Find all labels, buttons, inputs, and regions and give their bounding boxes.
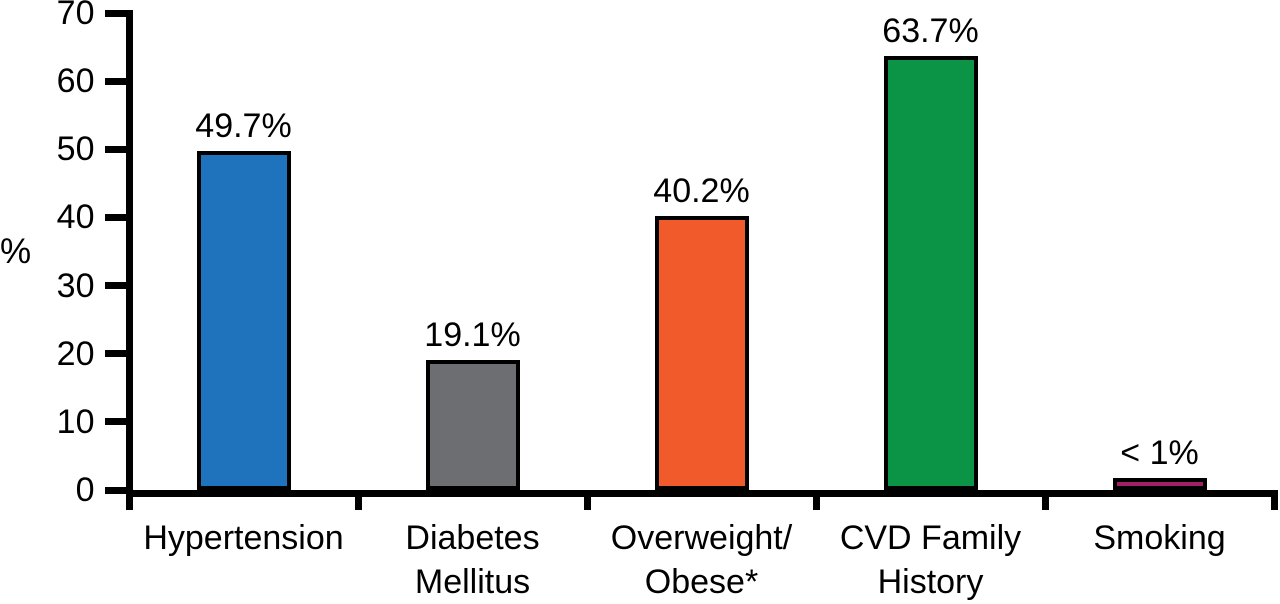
y-axis-tick-label: 40	[56, 198, 95, 237]
x-axis-category-label: CVD Family History	[816, 516, 1045, 604]
x-axis-line	[125, 490, 1278, 497]
y-axis-tick-label: 0	[75, 471, 95, 509]
x-axis-category-label: Overweight/Obese*	[587, 516, 816, 604]
y-axis-tick	[104, 350, 126, 358]
bar-value-label: 19.1%	[424, 315, 521, 354]
category-label-line: Overweight/	[610, 519, 793, 557]
x-axis-category-label: Diabetes Mellitus	[358, 516, 587, 604]
y-axis-tick	[104, 486, 126, 494]
y-axis-tick-label: 60	[56, 62, 95, 101]
category-label-line: Mellitus	[414, 563, 531, 601]
y-axis-tick-label: 50	[56, 130, 95, 169]
bar-overweight-obese	[654, 216, 749, 490]
y-axis-tick	[104, 9, 126, 17]
x-axis-tick	[125, 490, 133, 510]
x-axis-tick	[812, 490, 820, 510]
x-axis-tick	[354, 490, 362, 510]
y-axis-tick-label: 30	[56, 266, 95, 305]
category-label-line: Diabetes	[405, 519, 540, 557]
y-axis-tick	[104, 77, 126, 85]
y-axis-tick	[104, 418, 126, 426]
bar-value-label: 63.7%	[882, 11, 979, 50]
x-axis-tick	[583, 490, 591, 510]
bar-smoking	[1112, 477, 1207, 490]
category-label-line: History	[877, 563, 984, 601]
category-label-line: Smoking	[1093, 519, 1226, 557]
x-axis-category-label: Smoking	[1045, 516, 1274, 560]
y-axis-tick	[104, 213, 126, 221]
category-label-line: CVD Family	[839, 519, 1022, 557]
y-axis-tick-label: 20	[56, 334, 95, 373]
category-label-line: Hypertension	[143, 519, 344, 557]
x-axis-tick	[1270, 490, 1278, 510]
category-label-line: Obese*	[644, 563, 759, 601]
x-axis-category-label: Hypertension	[129, 516, 358, 560]
y-axis-line	[125, 10, 133, 497]
bar-value-label: 49.7%	[195, 107, 292, 146]
bar-value-label: 40.2%	[653, 172, 750, 211]
y-axis-tick-label: 10	[56, 402, 95, 441]
bar-diabetes-mellitus	[425, 359, 520, 490]
bar-cvd-family-history	[883, 55, 978, 490]
y-axis-tick	[104, 282, 126, 290]
y-axis-tick	[104, 145, 126, 153]
y-axis-label: %	[0, 232, 32, 271]
bar-hypertension	[196, 151, 291, 490]
x-axis-tick	[1041, 490, 1049, 510]
y-axis-tick-label: 70	[56, 0, 95, 32]
bar-value-label: < 1%	[1120, 433, 1199, 472]
